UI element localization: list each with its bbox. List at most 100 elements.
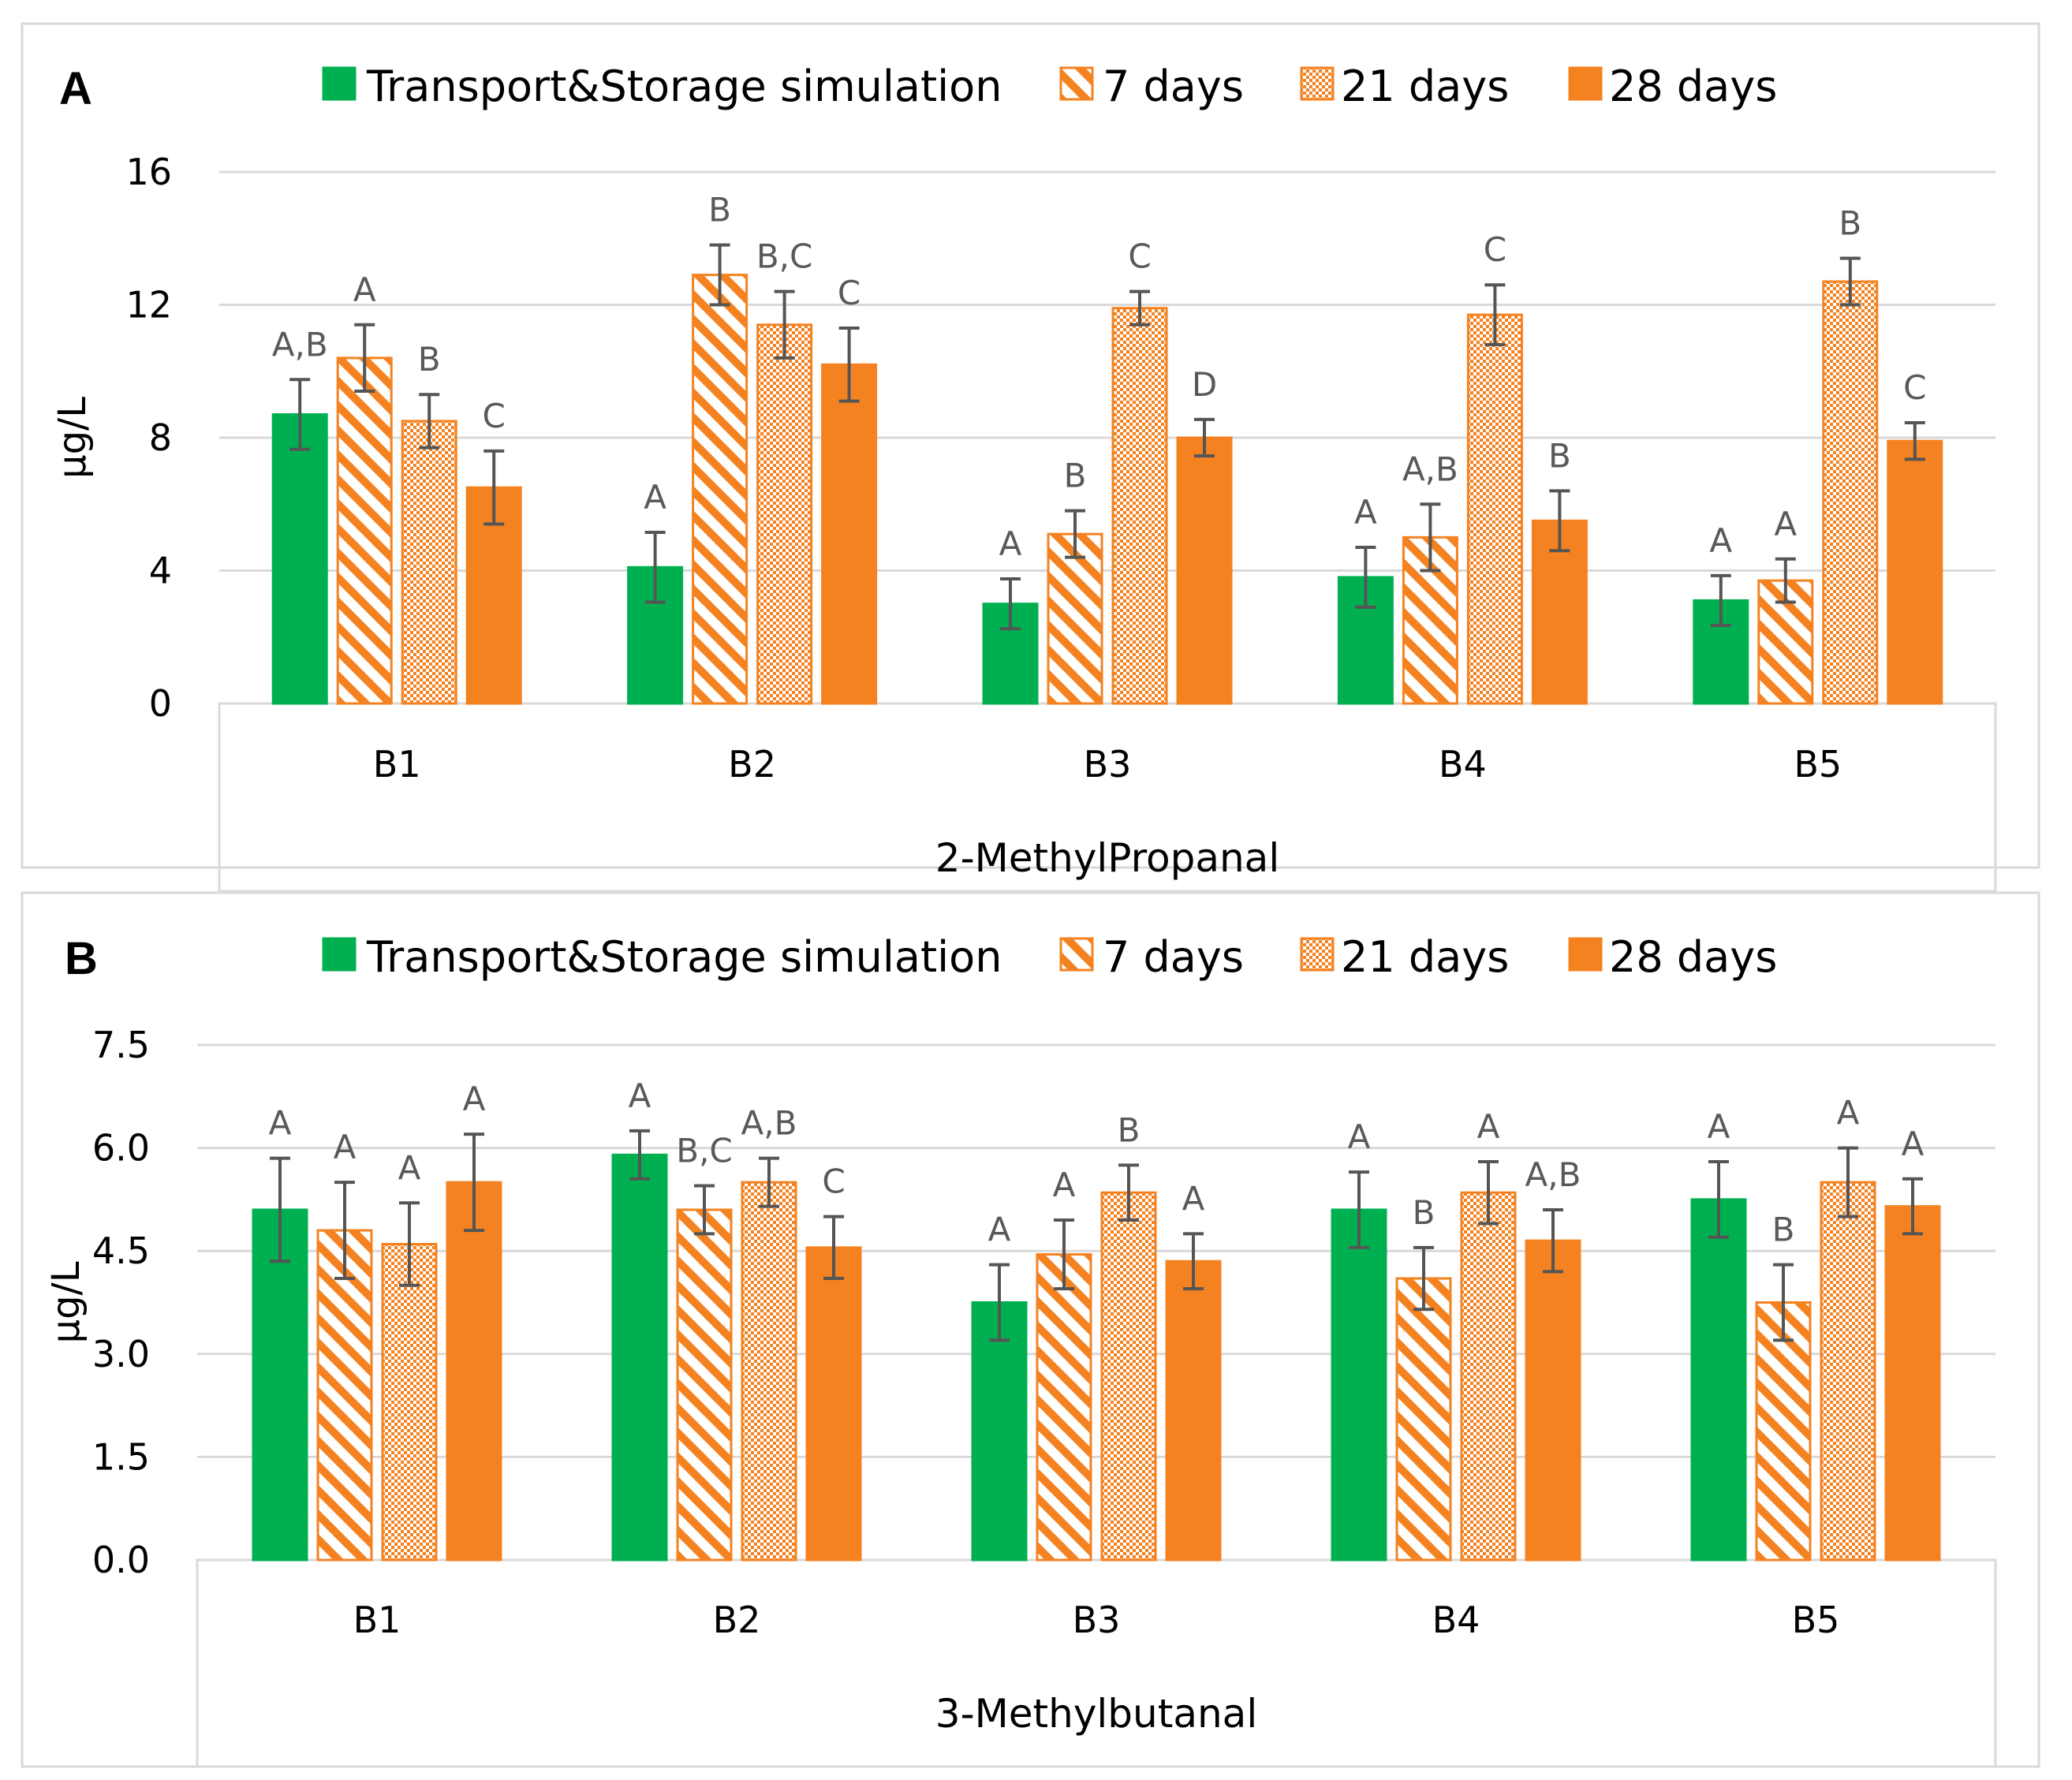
panel-a-significance-label: B — [1839, 204, 1861, 243]
panel-a-legend-label-3: 28 days — [1609, 62, 1777, 111]
panel-b-significance-label: A — [334, 1128, 357, 1166]
panel-a-ytick: 8 — [149, 416, 172, 459]
panel-a-significance-label: C — [483, 397, 506, 435]
chart-panel-b: B Transport&Storage simulation 7 days 21 da… — [21, 891, 2040, 1768]
panel-b-bar — [1525, 1239, 1581, 1562]
panel-a-ytick: 0 — [149, 682, 172, 725]
panel-b-bar — [316, 1229, 373, 1562]
panel-b-ytick: 0.0 — [92, 1539, 150, 1581]
panel-a-bar — [1822, 280, 1879, 705]
panel-a-category-label: B1 — [373, 743, 421, 786]
panel-a-significance-label: B — [1064, 457, 1087, 495]
panel-b-significance-label: A — [269, 1104, 292, 1143]
panel-a-letter: A — [59, 63, 92, 114]
panel-b-bar — [1395, 1277, 1452, 1562]
panel-b-x-title: 3-Methylbutanal — [935, 1691, 1257, 1737]
panel-b-legend-swatch-1 — [1059, 937, 1094, 972]
panel-b-significance-label: A — [1182, 1179, 1205, 1218]
chart-panel-a: A Transport&Storage simulation 7 days 21 da… — [21, 22, 2040, 893]
panel-b-legend-swatch-2 — [1300, 937, 1335, 972]
panel-b-significance-label: B,C — [676, 1131, 733, 1170]
panel-a-bar — [692, 274, 749, 705]
panel-a-significance-label: B — [418, 340, 441, 379]
panel-a-significance-label: C — [1484, 230, 1506, 269]
panel-b-ytick: 1.5 — [92, 1435, 150, 1478]
panel-a-bar — [271, 413, 328, 705]
panel-a-significance-label: B,C — [756, 237, 813, 276]
panel-b-significance-label: A — [1477, 1107, 1500, 1146]
panel-b-bar — [741, 1181, 797, 1562]
panel-b-category-label: B5 — [1792, 1599, 1840, 1641]
panel-b-significance-label: A — [629, 1077, 651, 1115]
panel-b-category-label: B1 — [353, 1599, 401, 1641]
panel-a-significance-label: A — [353, 271, 376, 309]
panel-b-significance-label: A — [1837, 1094, 1860, 1133]
panel-b-significance-label: A — [398, 1148, 421, 1187]
panel-a-bar — [1176, 436, 1233, 705]
panel-a-significance-label: C — [1128, 237, 1151, 276]
panel-b-legend-label-2: 21 days — [1341, 932, 1509, 982]
panel-b-bar — [1820, 1181, 1876, 1562]
panel-a-legend-label-2: 21 days — [1341, 62, 1509, 111]
panel-b-significance-label: A,B — [741, 1104, 797, 1143]
panel-a-bar — [1111, 307, 1168, 705]
panel-a-significance-label: C — [838, 274, 861, 312]
panel-b-ytick: 6.0 — [92, 1127, 150, 1170]
panel-b-bar — [1100, 1191, 1157, 1562]
panel-a-category-label: B3 — [1084, 743, 1132, 786]
panel-b-significance-label: B — [1413, 1193, 1435, 1232]
panel-b-ytick: 3.0 — [92, 1333, 150, 1375]
panel-b-significance-label: A — [1902, 1125, 1925, 1163]
panel-a-bar — [1466, 313, 1523, 705]
panel-b-significance-label: A,B — [1525, 1155, 1581, 1194]
panel-a-significance-label: C — [1903, 368, 1926, 407]
panel-a-significance-label: D — [1192, 365, 1217, 404]
panel-a-bar — [336, 356, 393, 705]
panel-a-significance-label: A,B — [1402, 450, 1458, 488]
panel-a-significance-label: A — [644, 478, 666, 517]
panel-a-x-title: 2-MethylPropanal — [935, 835, 1279, 881]
panel-b-significance-label: A — [1708, 1107, 1730, 1146]
panel-b-legend-label-1: 7 days — [1103, 932, 1244, 982]
panel-a-legend-swatch-1 — [1059, 66, 1094, 101]
panel-a-ytick: 12 — [125, 284, 172, 327]
panel-a-category-label: B5 — [1794, 743, 1842, 786]
panel-b-category-label: B2 — [713, 1599, 761, 1641]
panel-b-significance-label: A — [1348, 1118, 1371, 1156]
panel-a-significance-label: B — [1548, 436, 1571, 475]
panel-a-bar — [1887, 439, 1943, 705]
panel-a-significance-label: A — [1774, 505, 1797, 543]
panel-a-legend-label-1: 7 days — [1103, 62, 1244, 111]
panel-a-legend-label-0: Transport&Storage simulation — [366, 62, 1002, 111]
panel-b-legend-label-3: 28 days — [1609, 932, 1777, 982]
panel-b-bar — [252, 1208, 308, 1562]
panel-a-ytick: 4 — [149, 550, 172, 592]
panel-a-bar — [756, 323, 813, 705]
panel-b-significance-label: C — [822, 1162, 845, 1201]
panel-b-legend-swatch-3 — [1568, 937, 1603, 972]
panel-b-legend-swatch-0 — [322, 937, 357, 972]
panel-b-significance-label: A — [1053, 1166, 1076, 1204]
panel-b-legend-label-0: Transport&Storage simulation — [366, 932, 1002, 982]
panel-b-bar — [1755, 1301, 1812, 1562]
panel-b-bar — [1690, 1198, 1747, 1562]
panel-b-category-label: B3 — [1073, 1599, 1121, 1641]
panel-a-category-label: B2 — [728, 743, 776, 786]
panel-a-y-label: µg/L — [50, 397, 95, 479]
panel-b-bar — [676, 1208, 733, 1562]
panel-b-bar — [381, 1242, 438, 1562]
panel-a-legend-swatch-2 — [1300, 66, 1335, 101]
panel-b-bar — [611, 1153, 668, 1562]
panel-b-y-label: µg/L — [44, 1261, 88, 1343]
panel-b-bar — [446, 1181, 502, 1562]
panel-b-significance-label: A — [988, 1211, 1011, 1249]
panel-b-significance-label: B — [1118, 1110, 1141, 1149]
panel-b-bar — [1165, 1259, 1222, 1562]
panel-b-bar — [1331, 1208, 1387, 1562]
panel-b-bar — [971, 1301, 1028, 1562]
panel-a-bar — [821, 363, 878, 705]
panel-b-ytick: 4.5 — [92, 1230, 150, 1272]
panel-b-category-label: B4 — [1432, 1599, 1480, 1641]
panel-b-bar — [805, 1246, 862, 1562]
